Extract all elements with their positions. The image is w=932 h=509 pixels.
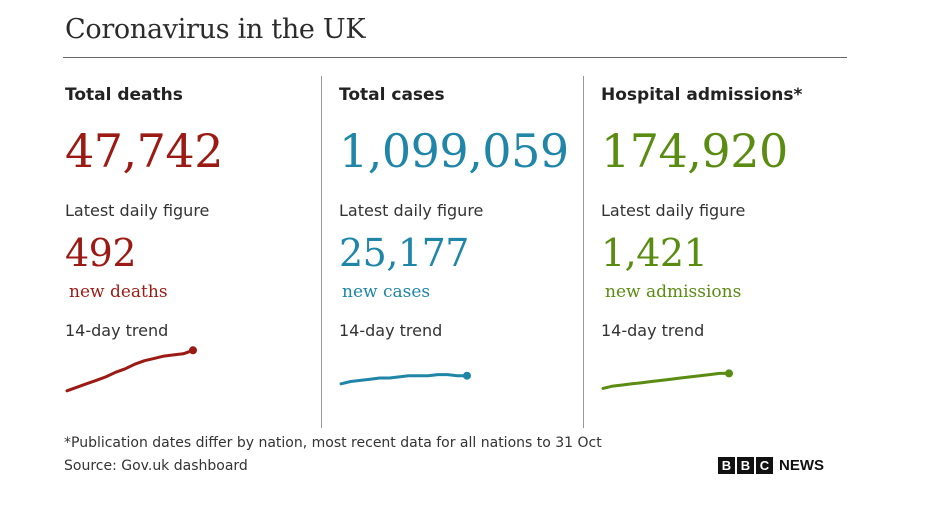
admissions-total: 174,920 [601,124,788,178]
admissions-daily-value: 1,421 [601,231,708,275]
deaths-trend-label: 14-day trend [65,321,169,340]
admissions-heading: Hospital admissions* [601,85,803,105]
cases-total: 1,099,059 [339,124,569,178]
admissions-unit: new admissions [605,282,742,302]
column-divider [321,76,322,428]
source-note: Source: Gov.uk dashboard [64,458,248,474]
cases-heading: Total cases [339,85,445,105]
trend-end-point [725,369,733,378]
deaths-sparkline [65,346,197,393]
trend-end-point [189,346,197,355]
admissions-trend-label: 14-day trend [601,321,705,340]
bbc-logo-letter: C [756,457,773,474]
admissions-panel: Hospital admissions* 174,920 Latest dail… [601,0,851,440]
cases-daily-value: 25,177 [339,231,469,275]
deaths-total: 47,742 [65,124,223,178]
cases-sparkline [339,371,471,386]
bbc-logo-letter: B [718,457,735,474]
page-title: Coronavirus in the UK [65,14,366,45]
footnote: *Publication dates differ by nation, mos… [64,435,602,451]
column-divider [583,76,584,428]
trend-line [339,373,469,386]
deaths-heading: Total deaths [65,85,183,105]
trend-line [601,371,731,390]
bbc-logo-word: NEWS [779,457,824,474]
title-divider [63,57,847,58]
trend-end-point [463,371,471,380]
cases-trend-label: 14-day trend [339,321,443,340]
bbc-logo-letter: B [737,457,754,474]
deaths-panel: Total deaths 47,742 Latest daily figure … [65,0,315,440]
cases-daily-label: Latest daily figure [339,201,484,220]
trend-line [65,348,195,393]
cases-panel: Total cases 1,099,059 Latest daily figur… [339,0,589,440]
deaths-unit: new deaths [69,282,168,302]
bbc-news-logo: B B C NEWS [718,457,824,474]
deaths-daily-label: Latest daily figure [65,201,210,220]
cases-unit: new cases [342,282,431,302]
admissions-daily-label: Latest daily figure [601,201,746,220]
admissions-sparkline [601,369,733,390]
deaths-daily-value: 492 [65,231,137,275]
